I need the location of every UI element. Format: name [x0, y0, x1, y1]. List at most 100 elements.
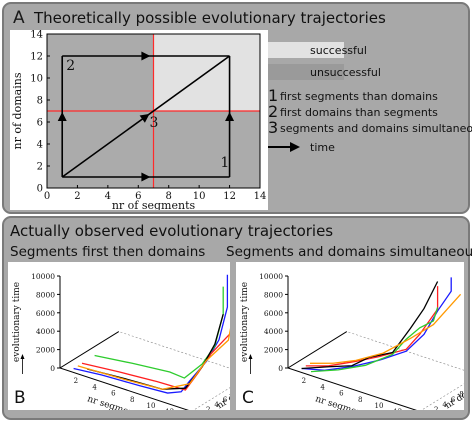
- trajectory-line-5: [77, 317, 234, 390]
- subplot-b-frame: 0200040006000800010000246810121402468101…: [8, 262, 266, 422]
- trajectory-1-arrowhead: [225, 112, 235, 121]
- y-tick-label: 4: [214, 401, 219, 409]
- plot-border: [46, 33, 261, 189]
- panel-bc-title: Actually observed evolutionary trajector…: [10, 222, 334, 240]
- trajectory-2-arrowhead: [57, 112, 67, 121]
- x-tick-label: 8: [166, 191, 172, 202]
- z-tick-label: 6000: [36, 309, 55, 318]
- z-tick-label: 0: [278, 364, 283, 373]
- y-tick-label: 8: [37, 96, 43, 107]
- subplot-c-letter: C: [242, 388, 254, 408]
- trajectory-2-arrowhead: [141, 51, 151, 61]
- y-axis-label: nr domains: [444, 375, 464, 410]
- trajectory-layer: 1 2 3: [57, 51, 235, 182]
- y-tick-label: 2: [434, 406, 438, 410]
- time-label: time: [310, 141, 335, 154]
- floor-back-edges: [346, 331, 472, 412]
- y-tick-label: 8: [459, 391, 463, 399]
- z-tick-label: 10000: [259, 272, 283, 281]
- panel-letter-a: A: [13, 8, 25, 28]
- y-axis-label: nr of domains: [11, 72, 24, 149]
- x-tick-label: 2: [302, 377, 306, 385]
- y-tick-label: 0: [37, 184, 43, 195]
- x-tick-label: 4: [92, 383, 97, 391]
- legend-num-2: 2: [268, 102, 279, 121]
- y-tick-label: 10: [30, 74, 43, 85]
- y-tick-label: 4: [442, 401, 447, 409]
- z-axis-label: evolutionary time: [12, 282, 22, 362]
- plot-3d-c: 0200040006000800010000246810121402468101…: [240, 272, 472, 422]
- x-tick-label: 6: [111, 390, 116, 398]
- floor-axes: [58, 331, 192, 412]
- subplot-c-frame: 0200040006000800010000246810121402468101…: [236, 262, 472, 422]
- x-tick-label: 6: [135, 191, 141, 202]
- x-tick-label: 2: [74, 377, 78, 385]
- trajectory-line-2: [305, 286, 439, 367]
- y-tick-label: 6: [451, 396, 456, 404]
- x-tick-label: 10: [193, 191, 206, 202]
- trajectory-line-4: [301, 281, 439, 370]
- y-tick-label: 2: [206, 406, 210, 410]
- subplot-b-title: Segments first then domains: [10, 244, 206, 260]
- y-tick-label: 14: [30, 30, 43, 41]
- x-tick-label: 8: [358, 396, 362, 404]
- trajectory-3-arrowhead: [139, 113, 150, 123]
- x-tick-label: 4: [105, 191, 111, 202]
- trajectory-label-1: 1: [220, 155, 229, 171]
- legend-num-3: 3: [268, 118, 279, 137]
- unsuccessful-label: unsuccessful: [310, 66, 381, 79]
- y-tick-label: 4: [37, 140, 43, 151]
- subplot-b-letter: B: [14, 388, 26, 408]
- z-tick-label: 4000: [264, 327, 283, 336]
- subplot-c-title: Segments and domains simultaneous: [226, 244, 472, 260]
- z-tick-label: 6000: [264, 309, 283, 318]
- subplot-c: 0200040006000800010000246810121402468101…: [240, 272, 472, 422]
- x-tick-label: 12: [165, 408, 174, 410]
- x-tick-label: 12: [393, 408, 402, 410]
- time-direction-arrowhead: [20, 354, 25, 359]
- z-tick-label: 2000: [36, 346, 55, 355]
- time-arrow-icon: [268, 142, 300, 152]
- z-tick-label: 0: [50, 364, 55, 373]
- x-tick-label: 4: [320, 383, 325, 391]
- legend-text-2: first domains than segments: [280, 106, 438, 119]
- trajectory-line-5: [309, 293, 462, 364]
- x-tick-label: 12: [223, 191, 236, 202]
- legend-text-3: segments and domains simultaneous: [280, 122, 472, 135]
- panel-bc: Actually observed evolutionary trajector…: [2, 216, 472, 422]
- y-tick-label: 6: [223, 396, 228, 404]
- trajectory-line-1: [73, 274, 229, 394]
- unsuccessful-swatch: [268, 64, 344, 80]
- trajectory-label-2: 2: [66, 58, 75, 74]
- x-tick-label: 8: [130, 396, 134, 404]
- trajectory-label-3: 3: [150, 115, 159, 131]
- z-tick-label: 2000: [264, 346, 283, 355]
- y-axis-label: nr domains: [216, 375, 230, 410]
- legend-num-1: 1: [268, 86, 279, 105]
- subplot-b: 0200040006000800010000246810121402468101…: [12, 272, 266, 422]
- trajectory-line-1: [301, 277, 452, 371]
- x-tick-label: 10: [375, 402, 384, 410]
- x-tick-label: 6: [339, 390, 344, 398]
- x-tick-label: 0: [44, 191, 50, 202]
- time-direction-arrowhead: [248, 354, 253, 359]
- x-axis-label: nr of segments: [112, 199, 196, 210]
- plot-3d-b: 0200040006000800010000246810121402468101…: [12, 272, 266, 422]
- z-tick-label: 8000: [264, 290, 283, 299]
- trajectory-line-3: [310, 307, 439, 373]
- z-tick-label: 4000: [36, 327, 55, 336]
- z-tick-label: 8000: [36, 290, 55, 299]
- trajectory-1-arrowhead: [141, 172, 151, 182]
- x-tick-label: 2: [74, 191, 80, 202]
- panel-a: A Theoretically possible evolutionary tr…: [2, 2, 472, 214]
- successful-label: successful: [310, 44, 367, 57]
- x-tick-label: 14: [254, 191, 267, 202]
- successful-swatch: [268, 42, 344, 58]
- floor-back-edges: [118, 331, 252, 412]
- z-tick-label: 10000: [31, 272, 55, 281]
- x-tick-label: 10: [147, 402, 156, 410]
- z-axis-label: evolutionary time: [240, 282, 250, 362]
